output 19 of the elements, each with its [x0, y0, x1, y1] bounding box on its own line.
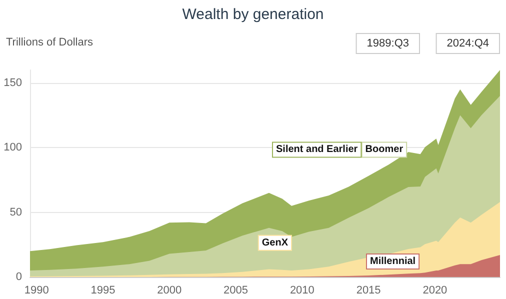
- text: GenX: [262, 237, 288, 248]
- y-tick-label: 50: [10, 206, 22, 218]
- y-tick-label: 100: [4, 142, 22, 154]
- x-tick-label: 2015: [356, 284, 381, 296]
- text: Silent and Earlier: [276, 144, 358, 156]
- series-label: Millennial: [370, 256, 416, 268]
- text: 1989:Q3: [366, 38, 409, 50]
- y-axis-title: Trillions of Dollars: [6, 36, 94, 48]
- x-tick-label: 1990: [24, 284, 49, 296]
- text: 2024:Q4: [446, 38, 489, 50]
- x-tick-label: 1995: [90, 284, 116, 296]
- x-tick-label: 2005: [224, 284, 248, 296]
- x-tick-label: 2000: [157, 284, 182, 296]
- chart-title: Wealth by generation: [182, 6, 324, 23]
- x-tick-label: 2020: [422, 284, 448, 296]
- x-tick-label: 2010: [290, 284, 314, 296]
- y-tick-label: 150: [4, 76, 22, 89]
- text: Boomer: [365, 144, 404, 156]
- y-tick-label: 0: [16, 271, 22, 283]
